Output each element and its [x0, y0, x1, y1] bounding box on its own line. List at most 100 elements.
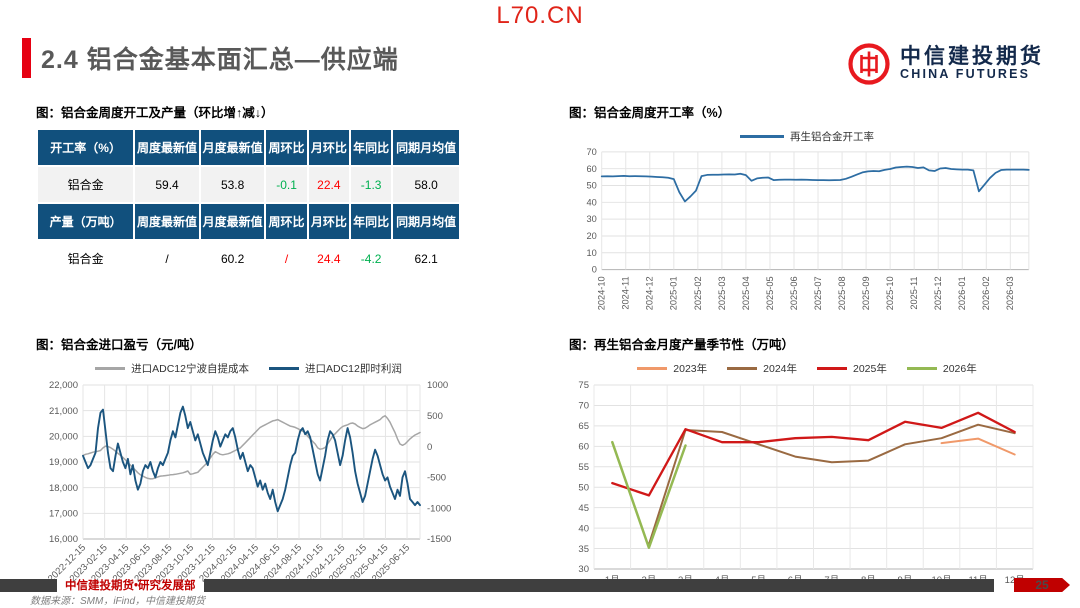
table-header-cell: 产量（万吨） [35, 202, 136, 241]
table-cell: 62.1 [391, 239, 461, 278]
seasonal-production-chart-legend: 2023年 2024年 2025年 2026年 [569, 360, 1045, 377]
svg-text:-1000: -1000 [427, 503, 451, 514]
table-header-cell: 年同比 [348, 128, 394, 167]
svg-text:2025-11: 2025-11 [909, 276, 919, 309]
svg-text:-1500: -1500 [427, 534, 451, 545]
svg-text:35: 35 [578, 544, 589, 555]
svg-text:17,000: 17,000 [49, 509, 78, 520]
svg-text:0: 0 [592, 264, 597, 274]
table-row-label: 铝合金 [35, 239, 136, 278]
svg-text:2025-02: 2025-02 [693, 276, 703, 310]
table-cell: 53.8 [198, 165, 267, 204]
svg-text:16,000: 16,000 [49, 534, 78, 545]
title-accent-bar [22, 38, 31, 78]
seasonal-production-chart-caption: 图：再生铝合金月度产量季节性（万吨） [569, 338, 795, 352]
svg-text:2025-06: 2025-06 [789, 276, 799, 310]
page-number-badge: 25 [1014, 578, 1070, 592]
svg-text:2024-12: 2024-12 [645, 276, 655, 310]
svg-text:55: 55 [578, 462, 589, 473]
content-grid: 图：铝合金周度开工及产量（环比增↑减↓） 开工率（%） 周度最新值 月度最新值 … [35, 102, 1045, 591]
legend-item: 2025年 [817, 361, 887, 376]
svg-text:2025-01: 2025-01 [669, 276, 679, 310]
table-header-cell: 同期月均值 [391, 128, 461, 167]
svg-text:18,000: 18,000 [49, 483, 78, 494]
table-header-row: 开工率（%） 周度最新值 月度最新值 周环比 月环比 年同比 同期月均值 [35, 128, 461, 167]
svg-text:2025-03: 2025-03 [717, 276, 727, 310]
table-header-cell: 月环比 [306, 202, 352, 241]
table-header-cell: 年同比 [348, 202, 394, 241]
svg-text:21,000: 21,000 [49, 406, 78, 417]
table-row-label: 铝合金 [35, 165, 136, 204]
legend-line-swatch [637, 367, 668, 370]
svg-text:2024-10: 2024-10 [597, 276, 607, 310]
svg-text:19,000: 19,000 [49, 457, 78, 468]
svg-text:40: 40 [578, 523, 589, 534]
svg-text:50: 50 [587, 180, 597, 190]
weekly-rate-chart: 0 10 20 30 40 50 60 70 2024-10 2024-11 2024-12 2025… [587, 147, 1030, 310]
svg-text:65: 65 [578, 421, 589, 432]
seasonal-production-chart-block: 图：再生铝合金月度产量季节性（万吨） 2023年 2024年 2025年 2026年 … [569, 334, 1045, 591]
legend-line-swatch [269, 367, 299, 370]
legend-item: 进口ADC12即时利润 [269, 361, 402, 376]
legend-item: 2024年 [727, 361, 797, 376]
legend-line-swatch [95, 367, 126, 370]
import-profit-chart-block: 图：铝合金进口盈亏（元/吨） 进口ADC12宁波自提成本 进口ADC12即时利润 … [36, 334, 461, 591]
logo-name-en: CHINA FUTURES [900, 67, 1031, 82]
watermark-text: L70.CN [496, 2, 584, 29]
table-cell: / [133, 239, 201, 278]
svg-text:2025-04: 2025-04 [741, 276, 751, 310]
weekly-rate-chart-block: 图：铝合金周度开工率（%） 再生铝合金开工率 0 10 20 30 40 50 60 70 20… [569, 102, 1045, 310]
svg-text:70: 70 [587, 147, 597, 157]
svg-text:2025-07: 2025-07 [813, 276, 823, 310]
svg-text:500: 500 [427, 411, 443, 422]
table-cell: 58.0 [391, 165, 461, 204]
svg-text:2024-11: 2024-11 [621, 276, 631, 309]
table-header-cell: 同期月均值 [391, 202, 461, 241]
svg-text:10: 10 [587, 247, 597, 257]
svg-text:40: 40 [587, 197, 597, 207]
svg-text:20,000: 20,000 [49, 432, 78, 443]
table-block: 图：铝合金周度开工及产量（环比增↑减↓） 开工率（%） 周度最新值 月度最新值 … [35, 102, 461, 310]
company-logo: 中信建投期货 CHINA FUTURES [847, 42, 1044, 86]
svg-text:-500: -500 [427, 473, 446, 484]
table-cell: 22.4 [306, 165, 352, 204]
header: 2.4 铝合金基本面汇总—供应端 [22, 38, 399, 78]
import-profit-chart-caption: 图：铝合金进口盈亏（元/吨） [36, 338, 202, 352]
svg-text:2026-02: 2026-02 [981, 276, 991, 310]
table-header-cell: 月度最新值 [198, 202, 267, 241]
table-cell: / [264, 239, 309, 278]
import-profit-chart: 16,000 17,000 18,000 19,000 20,000 21,000 22,0… [46, 380, 451, 584]
table-row: 铝合金 / 60.2 / 24.4 -4.2 62.1 [35, 239, 461, 278]
logo-text: 中信建投期货 CHINA FUTURES [900, 46, 1044, 81]
table-header-cell: 月环比 [306, 128, 352, 167]
logo-name-cn: 中信建投期货 [900, 45, 1044, 69]
page-title: 2.4 铝合金基本面汇总—供应端 [41, 46, 399, 74]
legend-item: 2023年 [637, 361, 707, 376]
svg-text:1000: 1000 [427, 380, 448, 391]
svg-text:30: 30 [587, 214, 597, 224]
svg-text:50: 50 [578, 482, 589, 493]
legend-line-swatch [740, 135, 784, 138]
svg-text:2025-05: 2025-05 [765, 276, 775, 310]
footer-bar: 中信建投期货•研究发展部 25 [0, 578, 1080, 592]
svg-text:60: 60 [578, 442, 589, 453]
legend-label: 2023年 [673, 363, 708, 375]
table-cell: 60.2 [198, 239, 267, 278]
table-cell: 59.4 [133, 165, 201, 204]
table-header-cell: 开工率（%） [35, 128, 136, 167]
svg-text:20: 20 [587, 231, 597, 241]
svg-text:22,000: 22,000 [49, 380, 78, 391]
legend-label: 进口ADC12宁波自提成本 [131, 363, 249, 375]
weekly-rate-chart-caption: 图：铝合金周度开工率（%） [569, 106, 731, 120]
table-cell: -4.2 [348, 239, 394, 278]
svg-text:2025-12: 2025-12 [933, 276, 943, 310]
legend-label: 2024年 [763, 363, 797, 375]
svg-text:2025-08: 2025-08 [837, 276, 847, 310]
svg-text:0: 0 [427, 442, 432, 453]
legend-label: 2026年 [942, 363, 977, 375]
legend-item: 进口ADC12宁波自提成本 [95, 361, 249, 376]
table-header-cell: 月度最新值 [198, 128, 267, 167]
legend-item: 2026年 [906, 361, 977, 376]
svg-text:2026-01: 2026-01 [957, 276, 967, 310]
legend-label: 进口ADC12即时利润 [305, 363, 402, 375]
